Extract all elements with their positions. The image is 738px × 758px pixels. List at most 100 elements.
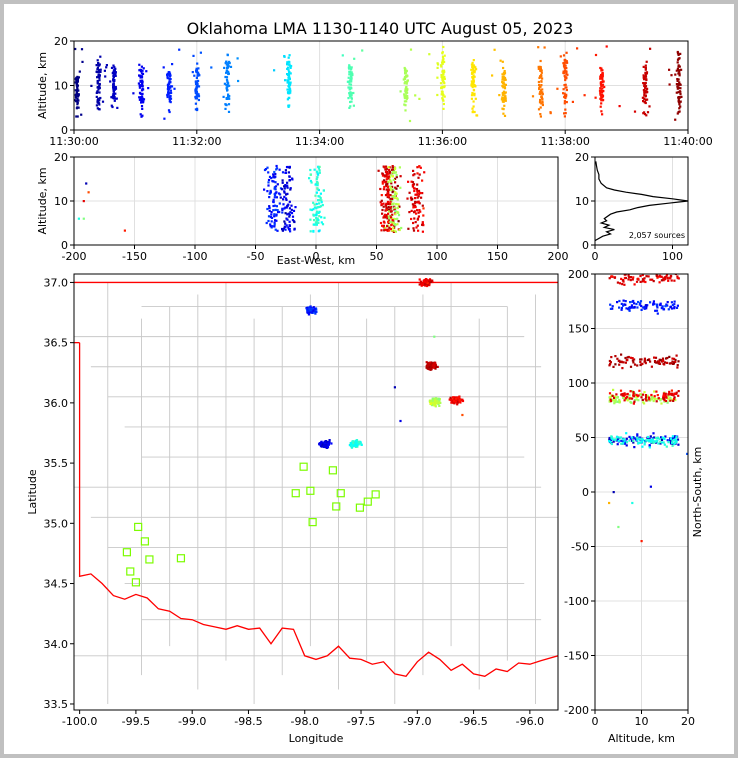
lightning-source-point bbox=[410, 209, 413, 212]
lightning-source-point bbox=[470, 68, 473, 71]
lightning-source-point bbox=[416, 166, 419, 169]
lightning-source-point bbox=[418, 202, 421, 205]
lightning-source-point bbox=[284, 225, 287, 228]
lightning-source-point bbox=[642, 100, 645, 103]
lightning-source-point bbox=[628, 308, 631, 311]
lightning-source-point bbox=[390, 186, 393, 189]
lightning-source-point bbox=[673, 279, 676, 282]
lightning-source-point bbox=[645, 78, 648, 81]
lightning-source-point bbox=[415, 226, 418, 229]
lightning-source-point bbox=[167, 82, 170, 85]
lightning-source-point bbox=[380, 194, 383, 197]
lightning-source-point bbox=[616, 436, 619, 439]
lightning-source-point bbox=[387, 202, 390, 206]
lightning-source-point bbox=[686, 452, 688, 455]
lightning-source-point bbox=[281, 179, 284, 182]
lightning-source-point bbox=[288, 63, 291, 66]
lightning-source-point bbox=[673, 300, 676, 303]
lightning-source-point bbox=[644, 101, 647, 105]
lightning-source-point bbox=[646, 358, 649, 362]
lightning-source-point bbox=[227, 110, 231, 113]
lightning-source-point bbox=[659, 398, 662, 401]
lightning-source-point bbox=[443, 85, 446, 88]
lightning-source-point bbox=[387, 180, 390, 183]
lightning-source-point bbox=[166, 77, 169, 80]
lightning-source-point bbox=[456, 403, 459, 406]
lightning-source-point bbox=[388, 172, 391, 175]
lightning-source-point bbox=[601, 73, 604, 76]
lightning-source-point bbox=[266, 190, 269, 193]
lightning-source-point bbox=[288, 220, 291, 223]
lightning-source-point bbox=[76, 86, 79, 89]
lightning-source-point bbox=[404, 68, 407, 71]
lightning-source-point bbox=[162, 66, 165, 69]
lightning-source-point bbox=[419, 280, 422, 283]
lightning-source-point bbox=[603, 85, 606, 89]
lightning-source-point bbox=[609, 362, 612, 366]
lightning-source-point bbox=[350, 92, 353, 95]
lightning-source-point bbox=[563, 63, 566, 66]
lightning-source-point bbox=[629, 279, 632, 282]
lightning-source-point bbox=[404, 77, 407, 81]
lightning-source-point bbox=[312, 311, 315, 314]
lightning-source-point bbox=[441, 79, 445, 82]
lightning-source-point bbox=[457, 397, 460, 400]
altitude-histogram-x-tick-label: 100 bbox=[662, 250, 683, 263]
lightning-source-point bbox=[540, 102, 543, 105]
lightning-source-point bbox=[73, 99, 76, 102]
lightning-source-point bbox=[541, 77, 544, 80]
lightning-source-point bbox=[274, 208, 277, 211]
map-y-tick-label: 34.5 bbox=[44, 578, 69, 591]
lightning-source-point bbox=[624, 276, 628, 280]
lightning-source-point bbox=[387, 215, 390, 218]
lightning-source-point bbox=[640, 308, 643, 311]
lightning-source-point bbox=[324, 440, 327, 443]
lightning-source-point bbox=[654, 437, 658, 440]
lightning-source-point bbox=[626, 359, 629, 362]
lightning-source-point bbox=[268, 206, 271, 209]
lightning-source-point bbox=[350, 71, 353, 74]
lightning-source-point bbox=[96, 100, 99, 103]
lightning-source-point bbox=[436, 365, 439, 368]
lightning-source-point bbox=[652, 441, 655, 444]
lightning-source-point bbox=[405, 82, 408, 85]
lightning-source-point bbox=[197, 73, 200, 76]
lightning-source-point bbox=[169, 89, 172, 92]
lightning-source-point bbox=[601, 76, 604, 79]
lightning-source-point bbox=[628, 439, 631, 442]
lightning-source-point bbox=[640, 396, 643, 399]
lightning-source-point bbox=[137, 82, 140, 85]
lightning-source-point bbox=[276, 183, 279, 186]
lightning-source-point bbox=[76, 103, 79, 106]
lightning-source-point bbox=[638, 303, 641, 306]
lightning-source-point bbox=[673, 357, 676, 360]
lightning-source-point bbox=[315, 217, 318, 220]
lightning-source-point bbox=[397, 211, 400, 214]
lightning-source-point bbox=[503, 104, 506, 107]
lightning-source-point bbox=[431, 364, 434, 367]
lightning-source-point bbox=[600, 67, 603, 70]
lightning-source-point bbox=[673, 303, 676, 306]
lightning-source-point bbox=[288, 87, 291, 90]
lightning-source-point bbox=[628, 435, 631, 438]
lightning-source-point bbox=[657, 442, 660, 445]
lightning-source-point bbox=[392, 230, 395, 233]
lightning-source-point bbox=[313, 309, 316, 312]
lightning-source-point bbox=[288, 60, 291, 64]
lightning-source-point bbox=[501, 107, 504, 110]
lightning-source-point bbox=[395, 192, 398, 195]
lightning-source-point bbox=[643, 83, 646, 86]
lightning-source-point bbox=[394, 209, 397, 213]
lightning-source-point bbox=[471, 76, 474, 79]
lightning-source-point bbox=[643, 97, 646, 100]
lightning-source-point bbox=[404, 75, 407, 79]
lightning-source-point bbox=[316, 176, 319, 179]
lightning-source-point bbox=[668, 355, 671, 358]
lightning-source-point bbox=[646, 304, 649, 307]
lightning-source-point bbox=[387, 212, 390, 215]
lightning-source-point bbox=[504, 78, 507, 81]
lightning-source-point bbox=[141, 85, 144, 88]
lightning-source-point bbox=[397, 203, 400, 206]
lightning-source-point bbox=[620, 360, 623, 363]
lightning-source-point bbox=[504, 83, 507, 86]
